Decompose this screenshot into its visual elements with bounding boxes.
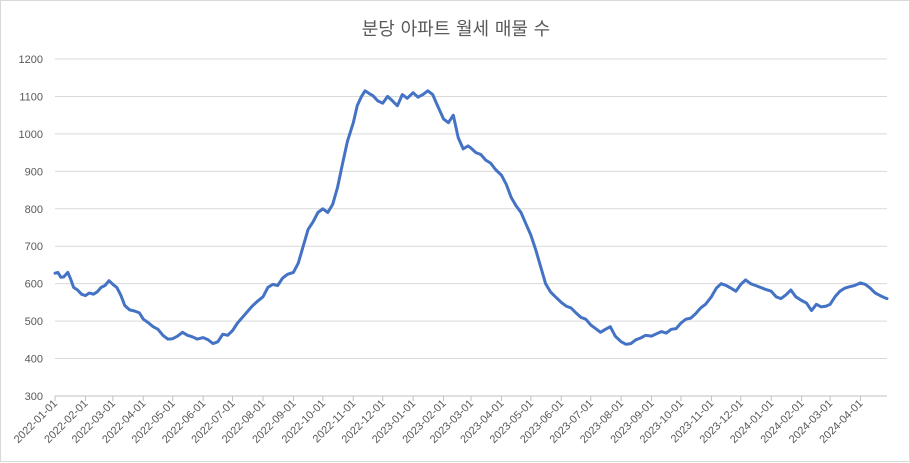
y-tick-label: 700 <box>25 241 43 253</box>
series-line-0 <box>53 89 889 346</box>
series-layer <box>53 89 889 346</box>
gridlines <box>55 58 887 397</box>
chart-title: 분당 아파트 월세 매물 수 <box>362 19 551 40</box>
y-tick-label: 400 <box>25 354 43 366</box>
y-tick-label: 1100 <box>19 91 43 103</box>
y-tick-label: 800 <box>25 204 43 216</box>
y-tick-label: 900 <box>25 166 43 178</box>
y-tick-label: 300 <box>25 391 43 403</box>
y-tick-label: 1200 <box>19 54 43 66</box>
y-tick-label: 500 <box>25 316 43 328</box>
x-axis-tick-labels: 2022-01-012022-02-012022-03-012022-04-01… <box>12 396 866 446</box>
y-tick-label: 1000 <box>19 129 43 141</box>
y-tick-label: 600 <box>25 279 43 291</box>
y-axis-tick-labels: 300 400 500 600 700 800 900 1000 1100 1200 <box>19 54 43 403</box>
